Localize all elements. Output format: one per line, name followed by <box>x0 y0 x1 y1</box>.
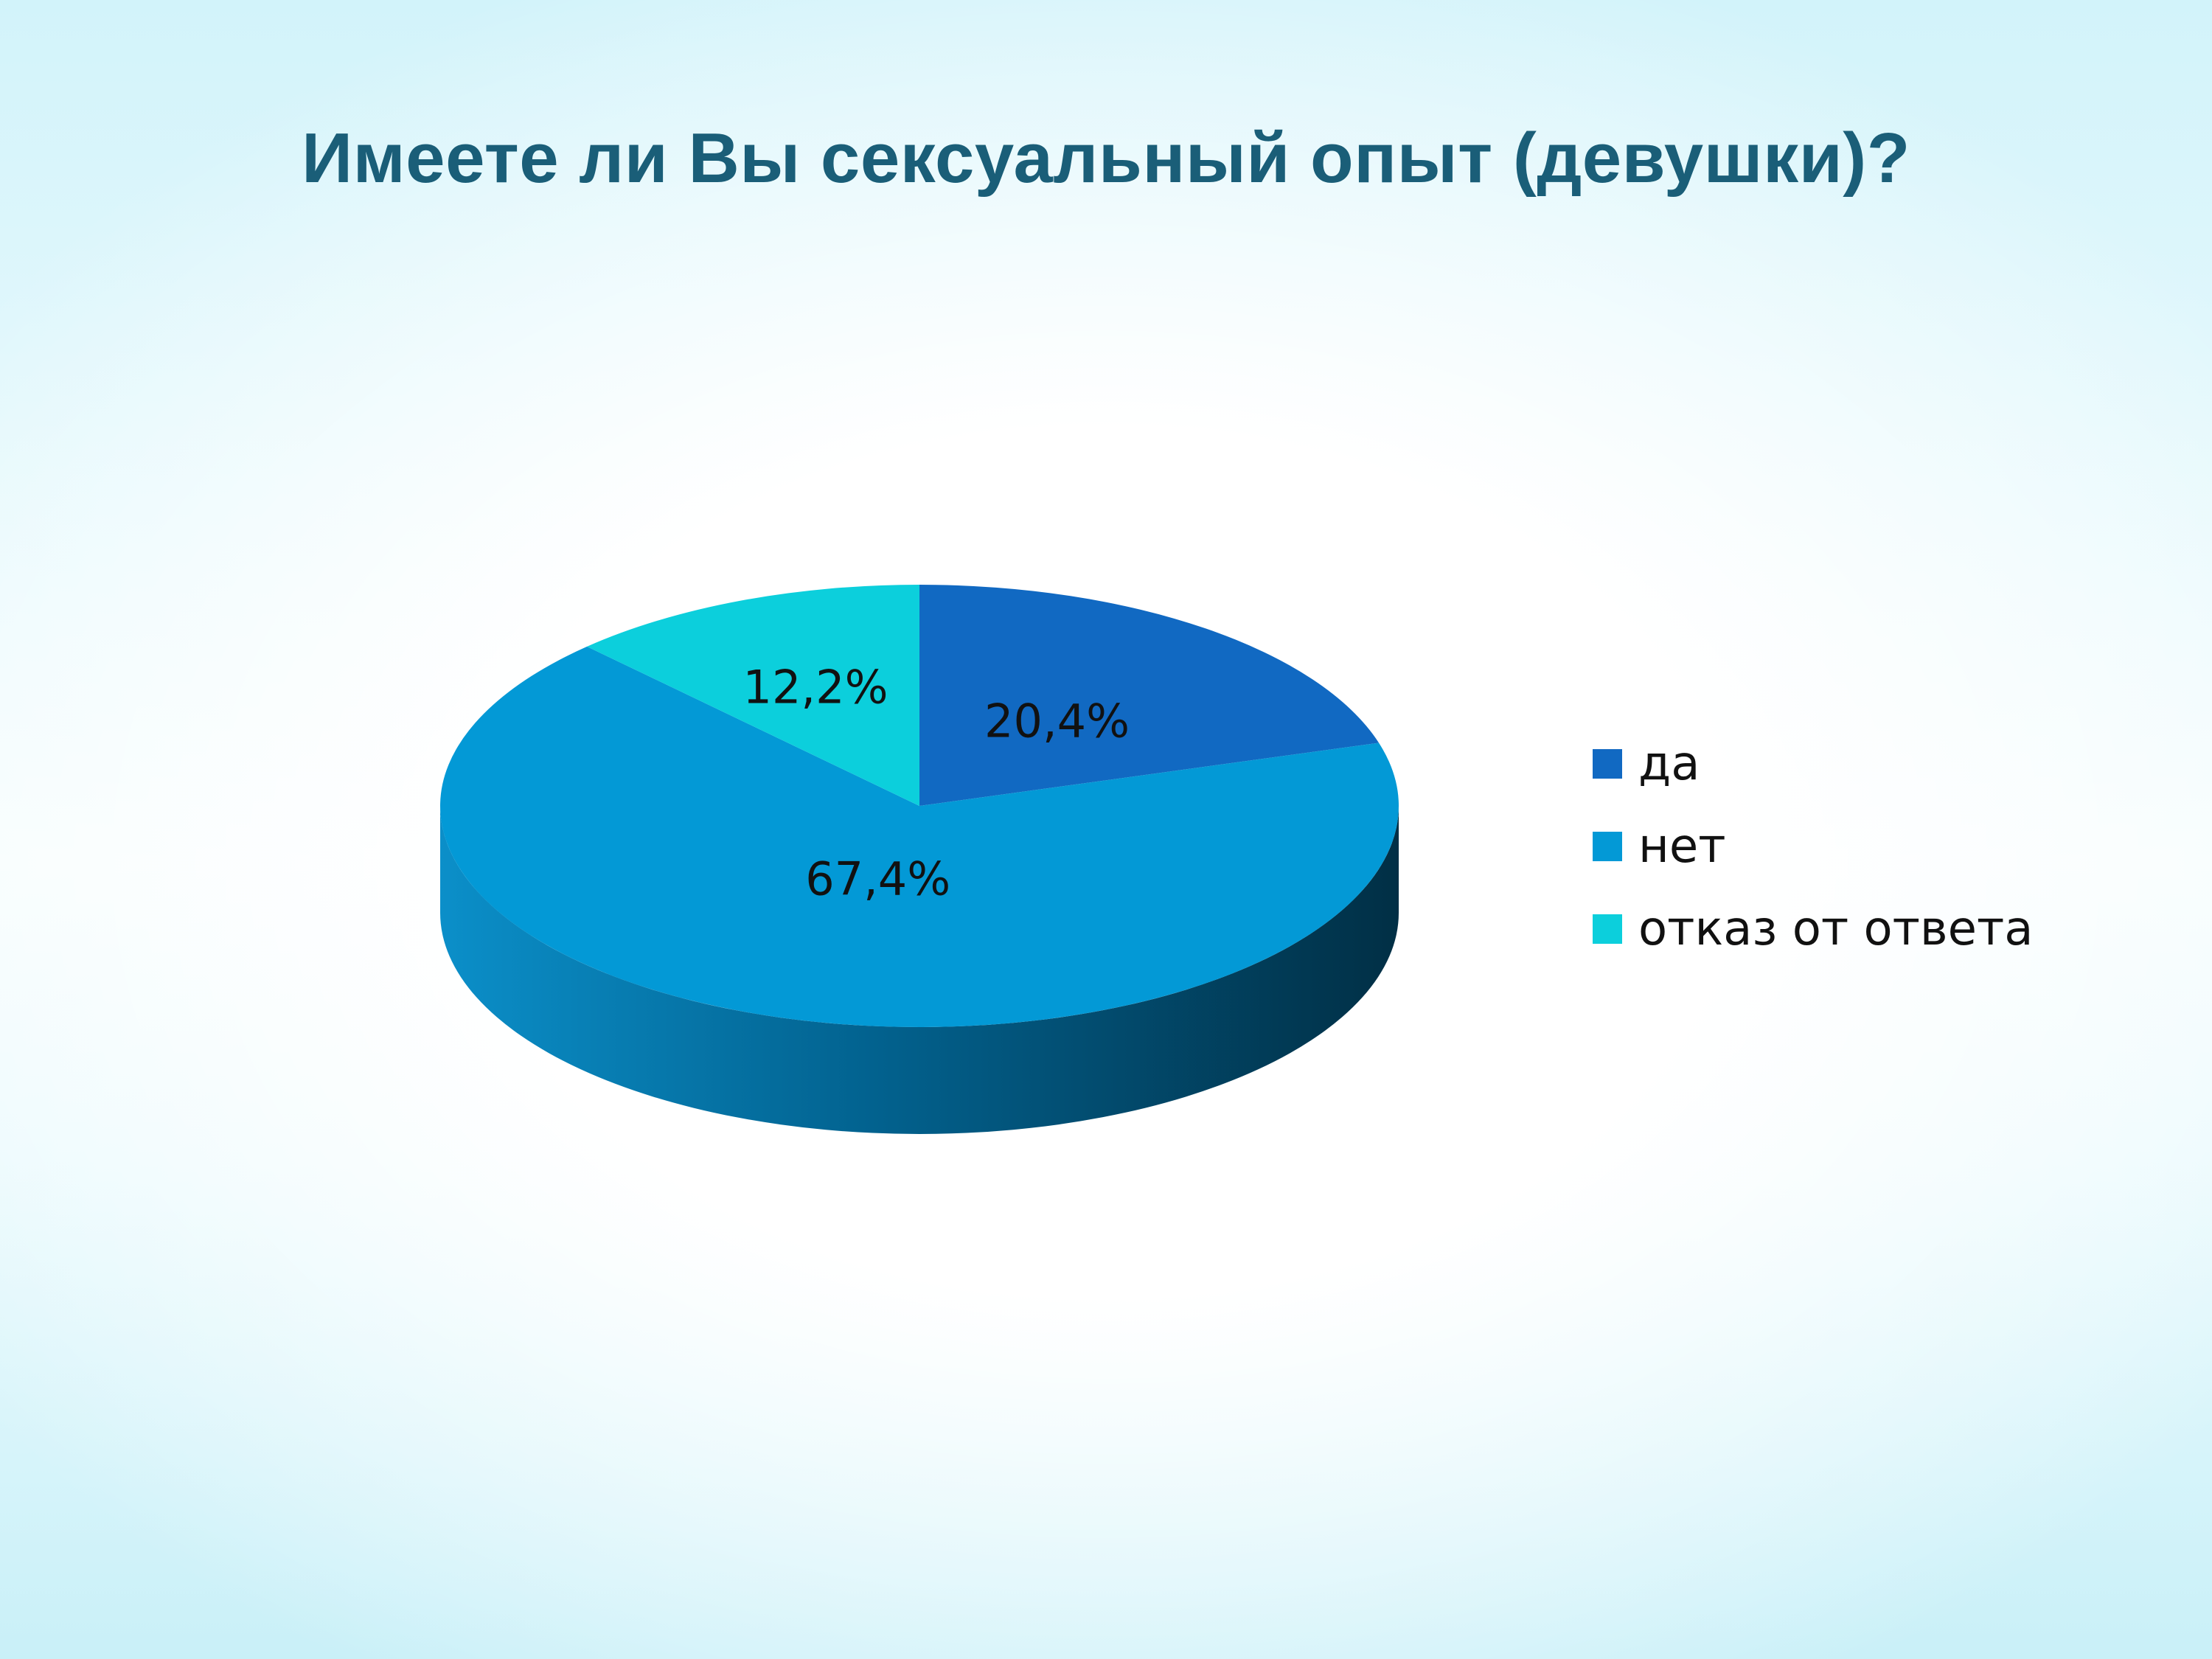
legend: да нет отказ от ответа <box>1593 723 2034 970</box>
legend-label: да <box>1638 737 1700 791</box>
pie-top <box>440 585 1399 1027</box>
pie-slice-2 <box>440 646 1399 1027</box>
pie-slice-3 <box>587 585 919 806</box>
pie-sides <box>440 806 1399 1134</box>
pie-labels: 20,4% 67,4% 12,2% <box>743 661 1130 906</box>
legend-swatch <box>1593 832 1622 861</box>
data-label-3: 12,2% <box>743 661 888 714</box>
legend-swatch <box>1593 749 1622 779</box>
legend-item: нет <box>1593 805 2034 888</box>
pie-side-wall <box>440 806 1399 1134</box>
legend-item: да <box>1593 723 2034 805</box>
legend-swatch <box>1593 914 1622 944</box>
legend-label: отказ от ответа <box>1638 902 2034 956</box>
pie-slice-1 <box>919 585 1380 806</box>
legend-item: отказ от ответа <box>1593 888 2034 970</box>
chart-title: Имеете ли Вы сексуальный опыт (девушки)? <box>302 119 1910 198</box>
legend-label: нет <box>1638 819 1726 874</box>
data-label-1: 20,4% <box>984 695 1130 748</box>
data-label-2: 67,4% <box>805 852 950 906</box>
